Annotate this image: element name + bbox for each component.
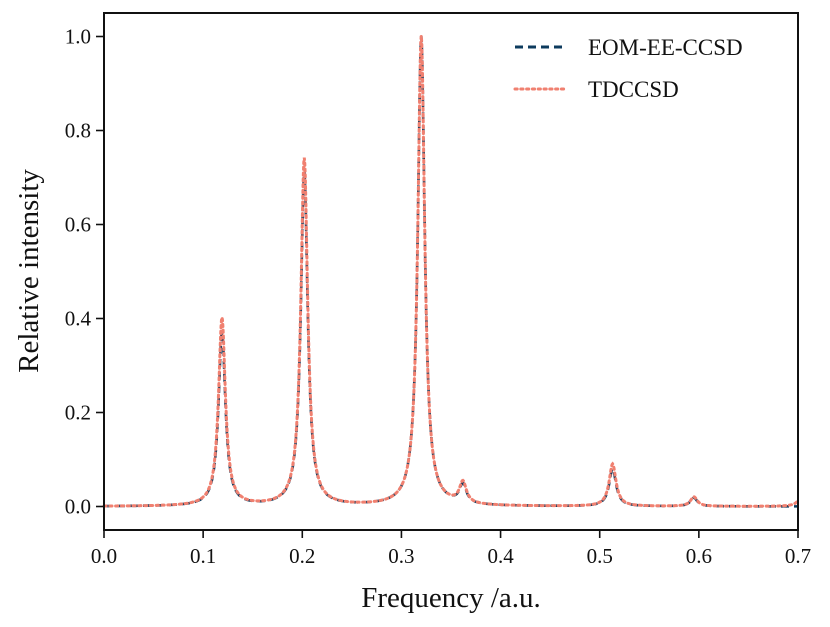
x-axis-title: Frequency /a.u. — [361, 582, 541, 614]
y-axis: 0.0 0.2 0.4 0.6 0.8 1.0 — [65, 25, 104, 519]
legend-label: TDCCSD — [588, 77, 679, 102]
y-tick-label: 0.2 — [65, 401, 91, 425]
y-tick-label: 1.0 — [65, 25, 91, 49]
x-tick-label: 0.2 — [289, 544, 315, 568]
y-tick-label: 0.4 — [65, 307, 92, 331]
x-tick-label: 0.3 — [388, 544, 414, 568]
legend-label: EOM-EE-CCSD — [588, 35, 743, 60]
x-tick-label: 0.0 — [91, 544, 117, 568]
y-tick-label: 0.8 — [65, 119, 91, 143]
y-axis-title: Relative intensity — [13, 169, 45, 373]
series-line-eom-ee-ccsd — [104, 35, 798, 508]
x-axis: 0.0 0.1 0.2 0.3 0.4 0.5 0.6 0.7 — [91, 530, 811, 568]
plot-frame — [103, 12, 799, 531]
y-tick-label: 0.6 — [65, 213, 91, 237]
legend: EOM-EE-CCSD TDCCSD — [513, 35, 743, 102]
x-tick-label: 0.1 — [190, 544, 216, 568]
x-tick-label: 0.7 — [785, 544, 811, 568]
x-tick-label: 0.6 — [686, 544, 712, 568]
y-tick-label: 0.0 — [65, 495, 91, 519]
series-line-tdccsd — [102, 35, 800, 508]
x-tick-label: 0.5 — [587, 544, 613, 568]
series-layer — [102, 35, 800, 508]
x-tick-label: 0.4 — [487, 544, 514, 568]
